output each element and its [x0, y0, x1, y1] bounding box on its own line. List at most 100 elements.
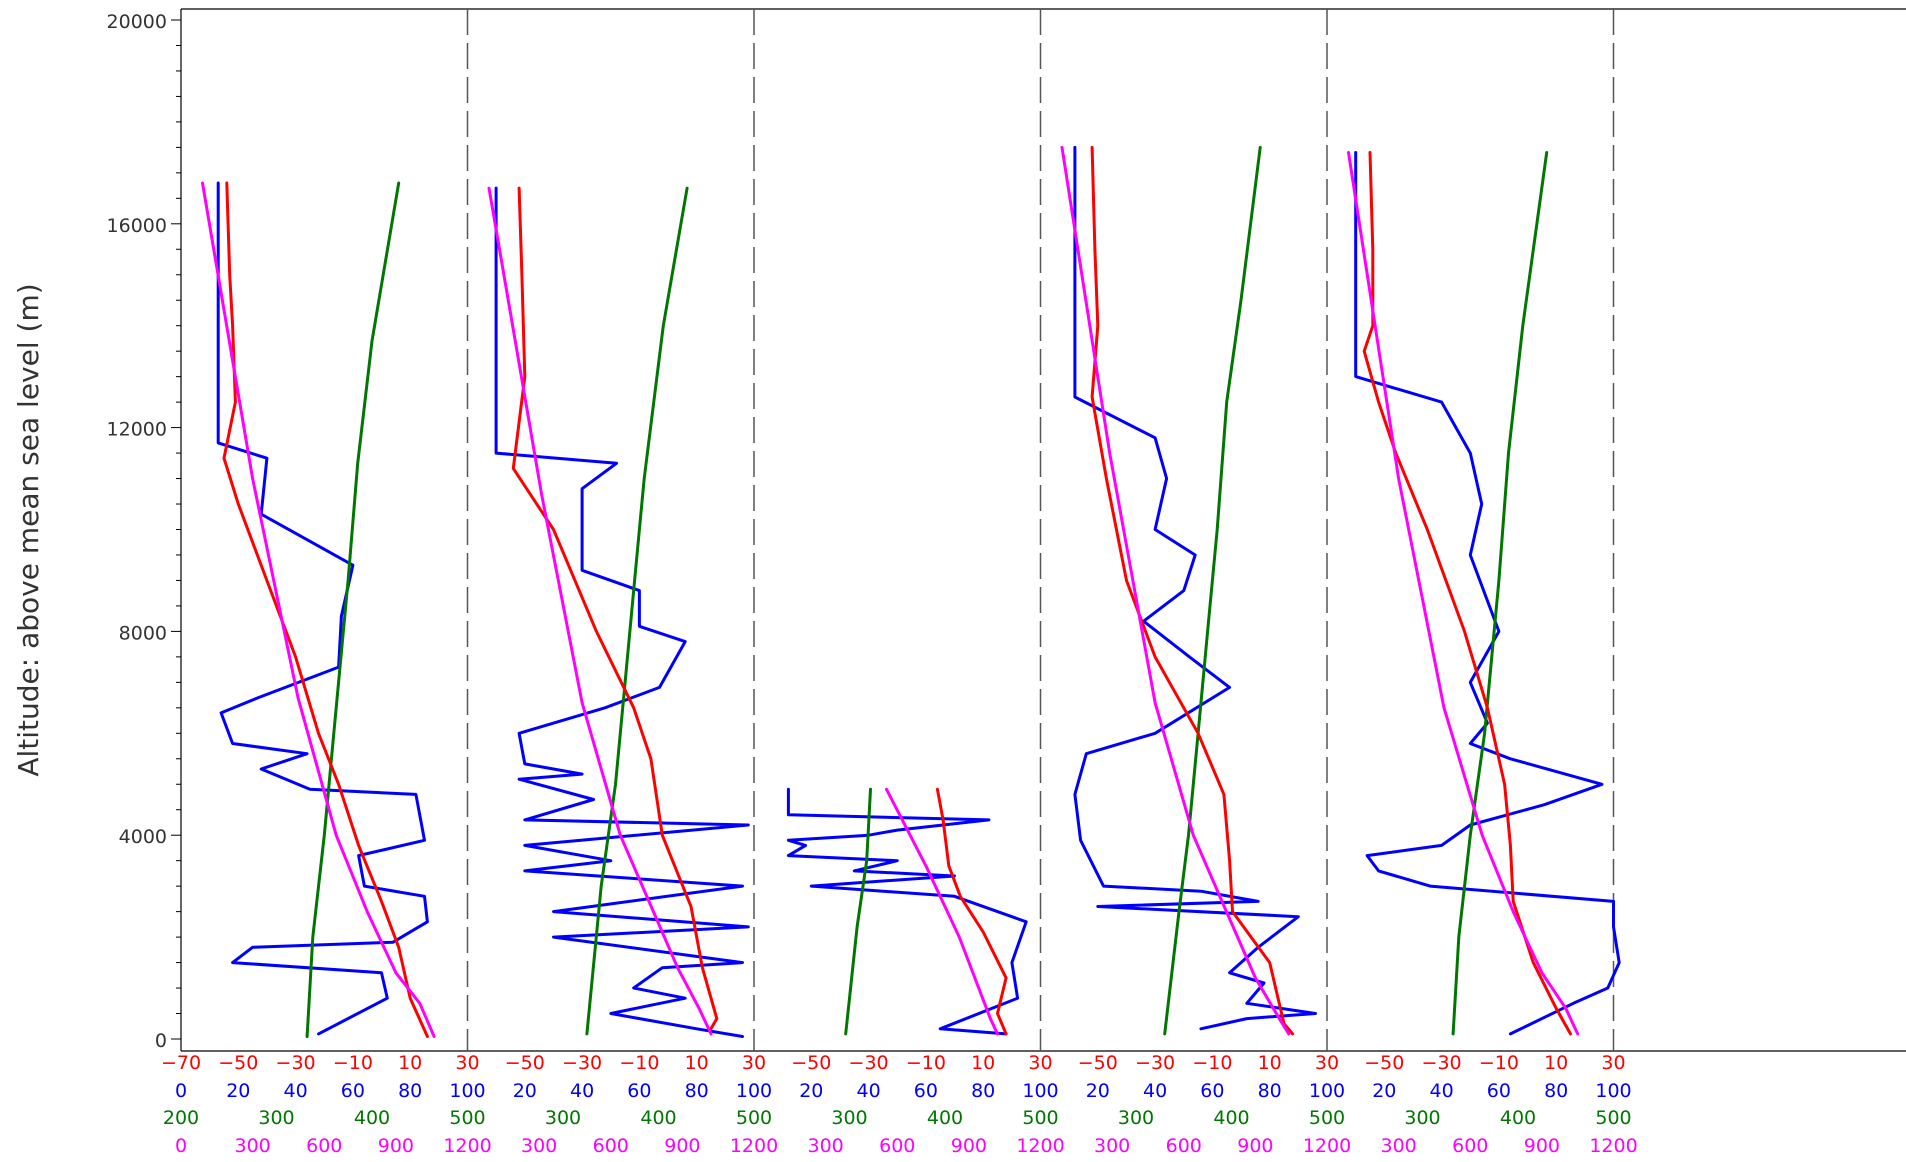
x-tick-label-temperature: 10 — [685, 1052, 709, 1074]
x-tick-label-temperature: −30 — [1422, 1052, 1462, 1074]
x-tick-label-potential_temperature: 400 — [1213, 1107, 1249, 1129]
x-tick-label-temperature: −10 — [1192, 1052, 1232, 1074]
potential_temperature-series-line — [844, 787, 872, 1036]
potential_temperature-series-line — [305, 181, 401, 1038]
x-tick-label-humidity: 60 — [627, 1080, 651, 1102]
x-tick-label-pressure: 600 — [306, 1135, 342, 1157]
x-axis-labels: −70 −50 −30 −10 10 30 −50 −30 −10 10 30 −50 −30 −10 10… — [161, 1052, 1638, 1157]
x-tick-label-humidity: 40 — [284, 1080, 308, 1102]
x-tick-label-pressure: 600 — [1452, 1135, 1488, 1157]
humidity-series-line — [216, 181, 429, 1036]
x-tick-label-potential_temperature: 500 — [1022, 1107, 1058, 1129]
potential_temperature-series-line — [1163, 145, 1262, 1036]
x-tick-label-humidity: 60 — [1200, 1080, 1224, 1102]
x-tick-label-temperature: 30 — [742, 1052, 766, 1074]
x-tick-label-humidity: 0 — [175, 1080, 187, 1102]
x-tick-label-temperature: 30 — [1028, 1052, 1052, 1074]
temperature-series-line — [511, 186, 719, 1031]
x-tick-label-temperature: −10 — [619, 1052, 659, 1074]
x-tick-label-temperature: −50 — [1078, 1052, 1118, 1074]
x-tick-label-humidity: 20 — [1086, 1080, 1110, 1102]
x-tick-label-humidity: 20 — [1372, 1080, 1396, 1102]
pressure-series-line — [1060, 145, 1291, 1036]
x-tick-label-temperature: 10 — [1258, 1052, 1282, 1074]
x-tick-label-pressure: 600 — [593, 1135, 629, 1157]
x-tick-label-temperature: −50 — [791, 1052, 831, 1074]
x-tick-label-temperature: −30 — [1135, 1052, 1175, 1074]
x-tick-label-temperature: −30 — [562, 1052, 602, 1074]
x-tick-label-humidity: 20 — [513, 1080, 537, 1102]
humidity-series-line — [494, 186, 750, 1038]
x-tick-label-pressure: 900 — [951, 1135, 987, 1157]
x-tick-label-humidity: 100 — [736, 1080, 772, 1102]
x-tick-label-temperature: −70 — [161, 1052, 201, 1074]
x-tick-label-humidity: 40 — [1430, 1080, 1454, 1102]
x-tick-label-temperature: −30 — [849, 1052, 889, 1074]
temperature-series-line — [935, 787, 1008, 1036]
x-tick-label-temperature: −10 — [1479, 1052, 1519, 1074]
x-tick-label-pressure: 1200 — [1589, 1135, 1637, 1157]
x-tick-label-potential_temperature: 400 — [927, 1107, 963, 1129]
x-tick-label-potential_temperature: 400 — [640, 1107, 676, 1129]
humidity-series-line — [1073, 145, 1317, 1031]
x-tick-label-humidity: 60 — [341, 1080, 365, 1102]
x-tick-label-pressure: 300 — [521, 1135, 557, 1157]
x-tick-label-potential_temperature: 400 — [354, 1107, 390, 1129]
x-tick-label-potential_temperature: 300 — [1118, 1107, 1154, 1129]
x-tick-label-potential_temperature: 400 — [1500, 1107, 1536, 1129]
panel-1 — [201, 181, 436, 1038]
x-tick-label-humidity: 100 — [1595, 1080, 1631, 1102]
panels — [201, 145, 1621, 1038]
x-tick-label-humidity: 80 — [1258, 1080, 1282, 1102]
x-tick-label-temperature: 30 — [455, 1052, 479, 1074]
x-tick-label-temperature: −50 — [218, 1052, 258, 1074]
x-tick-label-humidity: 60 — [914, 1080, 938, 1102]
x-tick-label-pressure: 1200 — [1303, 1135, 1351, 1157]
x-tick-label-pressure: 300 — [807, 1135, 843, 1157]
potential_temperature-series-line — [585, 186, 689, 1036]
x-tick-label-humidity: 20 — [226, 1080, 250, 1102]
x-tick-label-pressure: 1200 — [443, 1135, 491, 1157]
x-tick-label-pressure: 1200 — [730, 1135, 778, 1157]
x-tick-label-temperature: −10 — [906, 1052, 946, 1074]
y-tick-label: 8000 — [119, 622, 167, 644]
x-tick-label-humidity: 80 — [685, 1080, 709, 1102]
x-tick-label-humidity: 40 — [857, 1080, 881, 1102]
x-tick-label-humidity: 40 — [1143, 1080, 1167, 1102]
x-tick-label-humidity: 100 — [449, 1080, 485, 1102]
x-tick-label-temperature: 30 — [1315, 1052, 1339, 1074]
x-tick-label-pressure: 900 — [1237, 1135, 1273, 1157]
x-tick-label-temperature: −30 — [276, 1052, 316, 1074]
pressure-series-line — [487, 186, 713, 1036]
y-tick-label: 0 — [155, 1030, 167, 1052]
panel-5 — [1347, 151, 1621, 1036]
x-tick-label-pressure: 300 — [1380, 1135, 1416, 1157]
x-tick-label-temperature: 10 — [398, 1052, 422, 1074]
x-tick-label-temperature: 10 — [971, 1052, 995, 1074]
y-axis-label: Altitude: above mean sea level (m) — [12, 283, 45, 776]
x-tick-label-potential_temperature: 300 — [258, 1107, 294, 1129]
pressure-series-line — [201, 181, 436, 1038]
x-tick-label-pressure: 300 — [234, 1135, 270, 1157]
x-tick-label-temperature: 30 — [1601, 1052, 1625, 1074]
x-tick-label-pressure: 300 — [1094, 1135, 1130, 1157]
y-tick-label: 12000 — [107, 419, 167, 441]
x-tick-label-pressure: 1200 — [1016, 1135, 1064, 1157]
x-tick-label-humidity: 100 — [1309, 1080, 1345, 1102]
x-tick-label-pressure: 600 — [1166, 1135, 1202, 1157]
panel-4 — [1060, 145, 1317, 1036]
x-tick-label-temperature: −50 — [505, 1052, 545, 1074]
x-tick-label-humidity: 80 — [1544, 1080, 1568, 1102]
x-tick-label-humidity: 100 — [1022, 1080, 1058, 1102]
x-tick-label-humidity: 80 — [398, 1080, 422, 1102]
humidity-series-line — [1354, 151, 1621, 1036]
x-tick-label-potential_temperature: 300 — [1404, 1107, 1440, 1129]
x-tick-label-temperature: −50 — [1364, 1052, 1404, 1074]
x-tick-label-humidity: 80 — [971, 1080, 995, 1102]
potential_temperature-series-line — [1451, 151, 1549, 1036]
y-axis-ticks: 0 4000 8000 12000 16000 20000 — [107, 11, 181, 1052]
x-tick-label-humidity: 60 — [1487, 1080, 1511, 1102]
x-tick-label-pressure: 0 — [175, 1135, 187, 1157]
x-tick-label-humidity: 40 — [570, 1080, 594, 1102]
x-tick-label-temperature: −10 — [333, 1052, 373, 1074]
